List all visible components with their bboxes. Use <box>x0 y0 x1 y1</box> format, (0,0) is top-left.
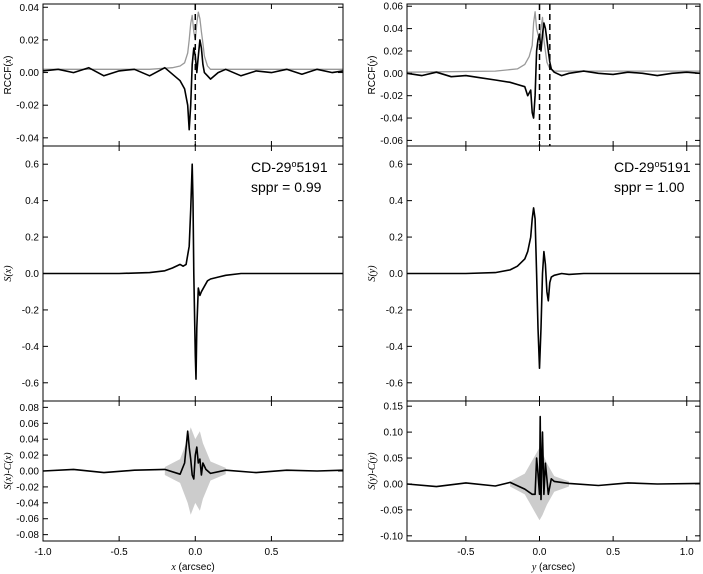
y-tick-label: 0.00 <box>384 479 404 490</box>
x-tick-label: 0.0 <box>533 547 547 558</box>
y-tick-label: -0.2 <box>22 305 40 316</box>
panel-diff_x: -0.08 -0.06 -0.04 -0.02 0.00 0.02 0.04 0.06 0.08… <box>3 400 344 573</box>
y-axis-label: S(y)-C(y) <box>367 452 378 490</box>
y-tick-label: -0.2 <box>386 305 404 316</box>
y-tick-label: -0.06 <box>380 136 403 147</box>
y-tick-label: -0.10 <box>380 531 403 542</box>
series-line-0 <box>43 11 343 70</box>
series-line-0 <box>407 207 700 369</box>
y-tick-label: -0.04 <box>16 133 39 144</box>
y-tick-label: -0.08 <box>16 530 39 541</box>
x-tick-label: 1.0 <box>680 547 694 558</box>
series-line-0 <box>406 415 701 501</box>
plot-frame <box>406 400 701 542</box>
y-tick-label: 0.04 <box>20 3 40 14</box>
y-tick-label: -0.6 <box>386 378 404 389</box>
x-tick-label: 0.5 <box>264 547 278 558</box>
annotation-sppr-x: sppr = 0.99 <box>251 179 322 195</box>
series-line-0 <box>42 430 344 480</box>
series-line-0 <box>43 163 343 380</box>
y-tick-label: 0.00 <box>20 467 40 478</box>
y-tick-label: 0.05 <box>384 454 404 465</box>
x-tick-label: -0.5 <box>457 547 475 558</box>
annotation-star-y: CD-29o5191 <box>614 159 691 175</box>
y-tick-label: 0.0 <box>389 269 403 280</box>
y-axis-label: S(x)-C(x) <box>3 452 14 490</box>
y-tick-label: -0.02 <box>16 482 39 493</box>
y-tick-label: 0.06 <box>384 2 404 13</box>
panel-diff_y: -0.10 -0.05 0.00 0.05 0.10 0.15 -0.5 0.0 0.5 1.0 y… <box>367 400 701 573</box>
x-axis-label: y (arcsec) <box>531 562 575 573</box>
y-tick-label: 0.08 <box>20 403 40 414</box>
x-axis-label: x (arcsec) <box>170 562 214 573</box>
x-tick-label: -1.0 <box>34 547 52 558</box>
y-tick-label: 0.02 <box>20 451 40 462</box>
y-tick-label: 0.04 <box>384 24 404 35</box>
y-tick-label: 0.04 <box>20 435 40 446</box>
panel-rccf_y: -0.06 -0.04 -0.02 0.00 0.02 0.04 0.06 RCCF(y) <box>367 2 701 147</box>
y-tick-label: -0.06 <box>16 514 39 525</box>
y-tick-label: -0.02 <box>16 101 39 112</box>
y-tick-label: 0.2 <box>389 233 403 244</box>
y-tick-label: 0.6 <box>25 160 39 171</box>
y-tick-label: 0.02 <box>20 35 40 46</box>
y-tick-label: 0.00 <box>20 68 40 79</box>
series-line-1 <box>406 22 701 119</box>
x-tick-label: 0.0 <box>188 547 202 558</box>
panel-s_y: -0.6 -0.4 -0.2 0.0 0.2 0.4 0.6 S(y) <box>367 145 701 402</box>
y-axis-label: S(y) <box>367 265 378 282</box>
y-tick-label: -0.05 <box>380 505 403 516</box>
y-tick-label: -0.02 <box>380 91 403 102</box>
series-line-1 <box>42 39 344 131</box>
y-axis-label: RCCF(x) <box>3 56 14 95</box>
y-tick-label: 0.00 <box>384 69 404 80</box>
y-tick-label: 0.2 <box>25 233 39 244</box>
annotation-star-x: CD-29o5191 <box>251 159 328 175</box>
y-tick-label: 0.4 <box>25 196 39 207</box>
y-axis-label: RCCF(y) <box>367 56 378 95</box>
x-tick-label: 0.5 <box>606 547 620 558</box>
y-tick-label: -0.04 <box>380 114 403 125</box>
y-tick-label: -0.04 <box>16 498 39 509</box>
y-tick-label: -0.6 <box>22 378 40 389</box>
uncertainty-band <box>164 427 226 515</box>
y-tick-label: 0.15 <box>384 402 404 413</box>
y-tick-label: 0.0 <box>25 269 39 280</box>
x-tick-label: -0.5 <box>111 547 129 558</box>
y-tick-label: 0.4 <box>389 196 403 207</box>
y-tick-label: 0.06 <box>20 419 40 430</box>
y-tick-label: -0.4 <box>386 342 404 353</box>
annotation-sppr-y: sppr = 1.00 <box>614 179 685 195</box>
panel-rccf_x: -0.04 -0.02 0.00 0.02 0.04 RCCF(x) <box>3 3 344 147</box>
series-line-0 <box>406 11 700 73</box>
y-tick-label: 0.6 <box>389 160 403 171</box>
y-tick-label: -0.4 <box>22 342 40 353</box>
y-tick-label: 0.10 <box>384 428 404 439</box>
y-tick-label: 0.02 <box>384 46 404 57</box>
y-axis-label: S(x) <box>3 265 14 282</box>
